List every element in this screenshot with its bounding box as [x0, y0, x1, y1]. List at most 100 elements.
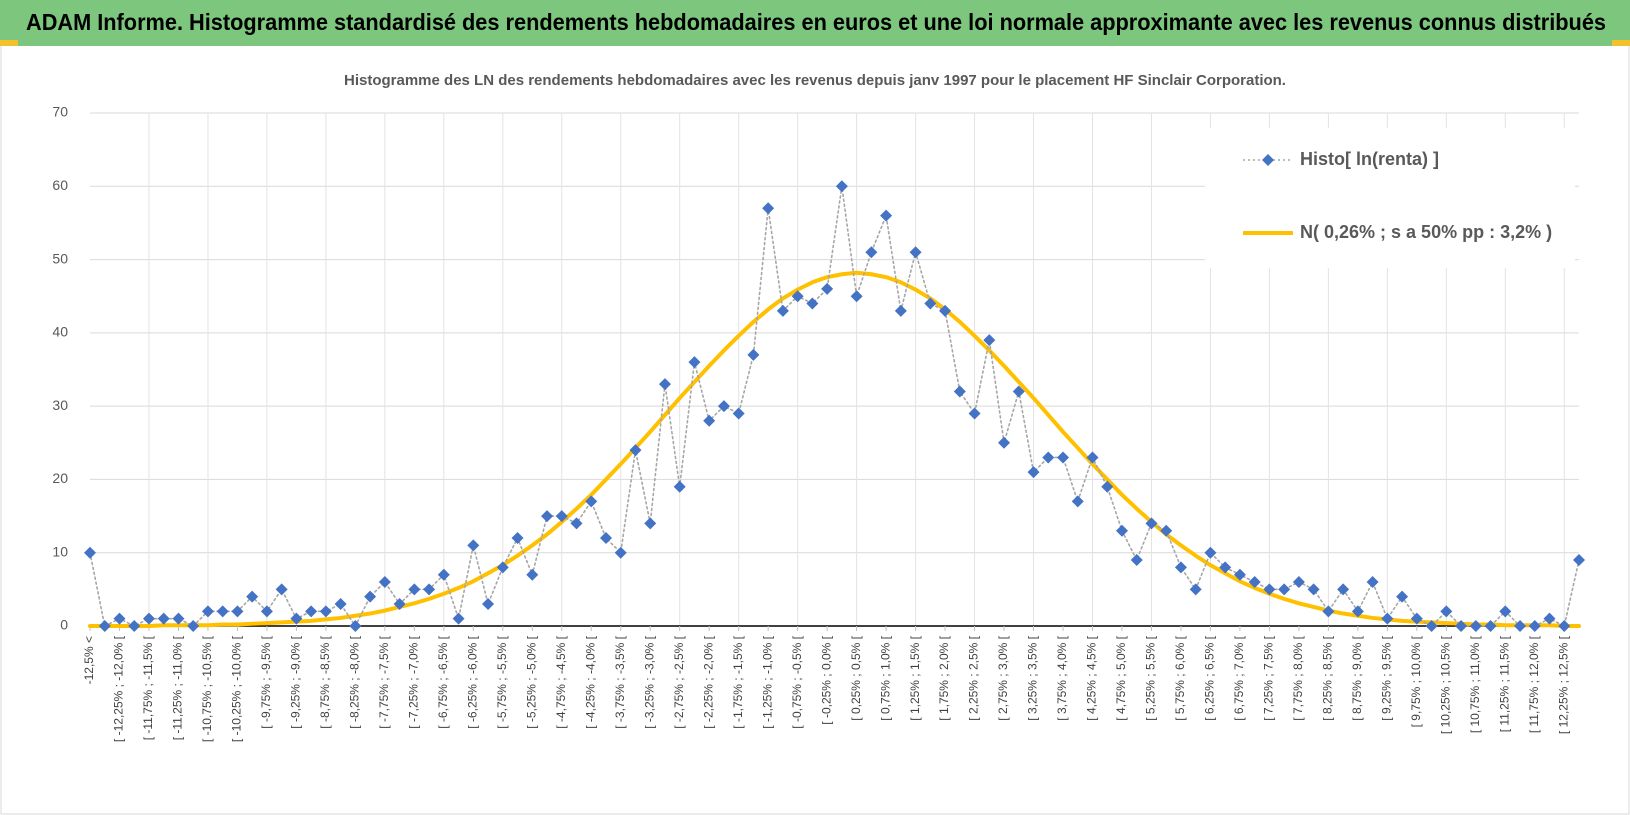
data-point — [821, 282, 834, 295]
x-tick-label: [ -0,75% ; -0,5% [ — [790, 635, 804, 728]
x-tick-label: [ 7,75% ; 8,0% [ — [1291, 635, 1305, 720]
legend-box — [1205, 128, 1575, 268]
x-tick-label: [ 9,25% ; 9,5% [ — [1380, 635, 1394, 720]
x-tick-label: [ -7,25% ; -7,0% [ — [407, 635, 421, 728]
x-tick-label: [ -9,25% ; -9,0% [ — [289, 635, 303, 728]
y-tick-label: 70 — [52, 104, 68, 120]
data-point — [423, 583, 436, 596]
legend-marker — [1262, 154, 1274, 166]
x-tick-label: [ -1,25% ; -1,0% [ — [760, 635, 774, 728]
x-tick-label: [ -10,25% ; -10,0% [ — [230, 635, 244, 742]
data-point — [246, 590, 259, 603]
data-point — [791, 290, 804, 303]
data-point — [747, 348, 760, 361]
data-point — [84, 546, 96, 559]
data-point — [1381, 612, 1394, 625]
data-point — [1278, 583, 1291, 596]
data-point — [1499, 605, 1512, 618]
data-point — [1027, 466, 1040, 479]
x-tick-label: [ 11,75% ; 12,0% [ — [1527, 635, 1541, 733]
y-tick-label: 50 — [52, 250, 68, 266]
data-point — [1469, 620, 1482, 632]
x-tick-label: [ 2,75% ; 3,0% [ — [996, 635, 1010, 720]
data-point — [496, 561, 509, 574]
data-point — [1263, 583, 1276, 596]
data-point — [1189, 583, 1202, 596]
data-point — [880, 209, 893, 222]
y-tick-label: 30 — [52, 397, 68, 413]
x-tick-label: [ -11,75% ; -11,5% [ — [141, 635, 155, 740]
x-tick-label: [ -12,25% ; -12,0% [ — [112, 635, 126, 742]
x-tick-label: [ -5,75% ; -5,5% [ — [495, 635, 509, 728]
x-tick-label: [ 3,75% ; 4,0% [ — [1055, 635, 1069, 720]
chart-title: Histogramme des LN des rendements hebdom… — [344, 72, 1286, 89]
data-point — [216, 605, 229, 618]
data-point — [717, 400, 730, 413]
x-tick-label: [ 4,75% ; 5,0% [ — [1114, 635, 1128, 720]
x-tick-label: [ 10,25% ; 10,5% [ — [1438, 635, 1452, 734]
data-point — [688, 356, 701, 369]
data-point — [128, 620, 141, 632]
data-point — [1337, 583, 1350, 596]
data-point — [599, 532, 612, 545]
data-point — [157, 612, 170, 625]
data-point — [1086, 451, 1099, 464]
data-point — [983, 334, 996, 347]
data-point — [452, 612, 465, 625]
data-point — [806, 297, 819, 310]
data-point — [1248, 576, 1261, 589]
data-point — [1292, 576, 1305, 589]
data-point — [1130, 554, 1143, 567]
x-tick-label: [ 8,75% ; 9,0% [ — [1350, 635, 1364, 720]
data-point — [968, 407, 981, 420]
data-point — [349, 620, 362, 632]
data-point — [172, 612, 185, 625]
data-point — [1204, 546, 1217, 559]
data-point — [541, 510, 554, 523]
x-tick-label: [ 0,25% ; 0,5% [ — [849, 635, 863, 720]
x-tick-label: [ -0,25% ; 0,0% [ — [819, 635, 833, 724]
data-point — [762, 202, 775, 215]
data-point — [1573, 554, 1585, 567]
x-tick-label: [ -3,75% ; -3,5% [ — [613, 635, 627, 728]
legend-label: Histo[ ln(renta) ] — [1300, 149, 1439, 169]
x-tick-label: [ -6,75% ; -6,5% [ — [436, 635, 450, 728]
data-point — [467, 539, 480, 552]
y-tick-label: 20 — [52, 470, 68, 486]
data-point — [378, 576, 391, 589]
data-point — [703, 414, 716, 427]
header-corner — [0, 40, 18, 46]
data-point — [1012, 385, 1025, 398]
x-tick-label: [ -8,25% ; -8,0% [ — [348, 635, 362, 728]
data-point — [1410, 612, 1423, 625]
data-point — [1366, 576, 1379, 589]
data-point — [1543, 612, 1556, 625]
data-point — [1484, 620, 1497, 632]
header-corner — [1612, 40, 1630, 46]
x-tick-label: [ -4,75% ; -4,5% [ — [554, 635, 568, 728]
data-point — [1115, 524, 1128, 537]
x-tick-label: [ 1,25% ; 1,5% [ — [908, 635, 922, 720]
data-point — [275, 583, 288, 596]
x-tick-label: [ 3,25% ; 3,5% [ — [1026, 635, 1040, 720]
data-point — [1558, 620, 1571, 632]
data-point — [113, 612, 126, 625]
legend-label: N( 0,26% ; s a 50% pp : 3,2% ) — [1300, 222, 1552, 242]
x-tick-label: [ -5,25% ; -5,0% [ — [524, 635, 538, 728]
data-point — [319, 605, 332, 618]
x-tick-label: [ 6,75% ; 7,0% [ — [1232, 635, 1246, 720]
x-tick-label: [ 6,25% ; 6,5% [ — [1203, 635, 1217, 720]
data-point — [894, 304, 907, 317]
data-point — [1145, 517, 1158, 530]
x-tick-label: [ -7,75% ; -7,5% [ — [377, 635, 391, 728]
x-tick-label: -12,5% < — [82, 636, 96, 684]
data-point — [526, 568, 539, 581]
data-point — [1396, 590, 1409, 603]
y-tick-label: 10 — [52, 543, 68, 559]
data-point — [909, 246, 922, 259]
data-point — [850, 290, 863, 303]
data-point — [1071, 495, 1084, 508]
data-point — [776, 304, 789, 317]
